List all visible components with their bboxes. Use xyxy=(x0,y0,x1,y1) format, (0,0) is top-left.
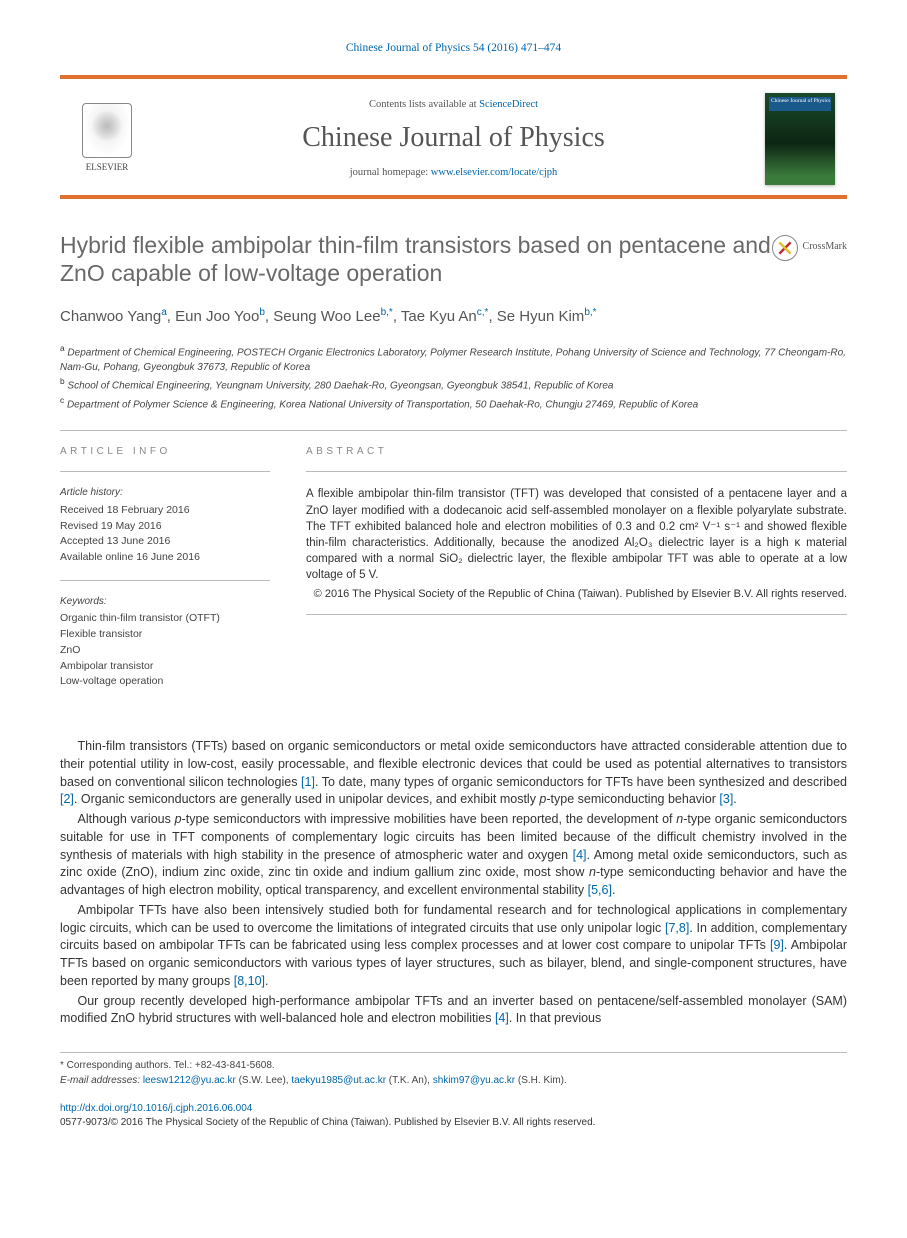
footnotes: * Corresponding authors. Tel.: +82-43-84… xyxy=(60,1052,847,1088)
masthead: ELSEVIER Contents lists available at Sci… xyxy=(60,75,847,199)
keyword-item: Flexible transistor xyxy=(60,627,270,643)
journal-cover-thumbnail: Chinese Journal of Physics xyxy=(765,93,835,185)
email-attribution: (S.H. Kim). xyxy=(515,1075,567,1086)
history-item: Available online 16 June 2016 xyxy=(60,550,270,566)
issn-copyright-line: 0577-9073/© 2016 The Physical Society of… xyxy=(60,1117,595,1128)
citation-link[interactable]: [4] xyxy=(495,1011,509,1025)
email-link[interactable]: shkim97@yu.ac.kr xyxy=(433,1075,515,1086)
citation-link[interactable]: [3] xyxy=(719,792,733,806)
keywords-block: Keywords: Organic thin-film transistor (… xyxy=(60,595,270,690)
article-title: Hybrid flexible ambipolar thin-film tran… xyxy=(60,231,847,289)
homepage-line: journal homepage: www.elsevier.com/locat… xyxy=(158,165,749,180)
abstract-divider xyxy=(306,471,847,472)
article-history-block: Article history: Received 18 February 20… xyxy=(60,486,270,566)
email-link[interactable]: taekyu1985@ut.ac.kr xyxy=(291,1075,386,1086)
citation-link[interactable]: [9] xyxy=(770,938,784,952)
homepage-link[interactable]: www.elsevier.com/locate/cjph xyxy=(431,167,557,178)
publisher-name: ELSEVIER xyxy=(86,161,129,174)
sciencedirect-link[interactable]: ScienceDirect xyxy=(479,99,538,110)
history-label: Article history: xyxy=(60,486,270,501)
citation-link[interactable]: [4] xyxy=(573,848,587,862)
journal-reference: Chinese Journal of Physics 54 (2016) 471… xyxy=(60,40,847,57)
body-paragraph: Ambipolar TFTs have also been intensivel… xyxy=(60,902,847,991)
affiliation-item: b School of Chemical Engineering, Yeungn… xyxy=(60,375,847,393)
keyword-item: Low-voltage operation xyxy=(60,674,270,690)
history-item: Received 18 February 2016 xyxy=(60,503,270,519)
email-attribution: (T.K. An), xyxy=(386,1075,433,1086)
email-line: E-mail addresses: leesw1212@yu.ac.kr (S.… xyxy=(60,1074,847,1089)
email-attribution: (S.W. Lee), xyxy=(236,1075,292,1086)
homepage-prefix: journal homepage: xyxy=(350,167,431,178)
body-paragraph: Thin-film transistors (TFTs) based on or… xyxy=(60,738,847,809)
journal-name: Chinese Journal of Physics xyxy=(158,118,749,159)
doi-block: http://dx.doi.org/10.1016/j.cjph.2016.06… xyxy=(60,1102,847,1130)
history-item: Accepted 13 June 2016 xyxy=(60,534,270,550)
cover-label: Chinese Journal of Physics xyxy=(771,98,830,104)
section-divider xyxy=(60,430,847,431)
citation-link[interactable]: [5,6] xyxy=(588,883,612,897)
info-divider xyxy=(60,580,270,581)
citation-link[interactable]: [8,10] xyxy=(234,974,265,988)
crossmark-label: CrossMark xyxy=(803,240,847,255)
abstract-column: ABSTRACT A flexible ambipolar thin-film … xyxy=(306,445,847,704)
body-paragraph: Our group recently developed high-perfor… xyxy=(60,993,847,1029)
doi-link[interactable]: http://dx.doi.org/10.1016/j.cjph.2016.06… xyxy=(60,1103,252,1114)
article-body: Thin-film transistors (TFTs) based on or… xyxy=(60,738,847,1028)
info-abstract-row: ARTICLE INFO Article history: Received 1… xyxy=(60,445,847,704)
citation-link[interactable]: [7,8] xyxy=(665,921,689,935)
publisher-logo: ELSEVIER xyxy=(72,99,142,179)
contents-prefix: Contents lists available at xyxy=(369,99,479,110)
abstract-text: A flexible ambipolar thin-film transisto… xyxy=(306,486,847,583)
elsevier-tree-icon xyxy=(82,103,132,158)
email-link[interactable]: leesw1212@yu.ac.kr xyxy=(143,1075,236,1086)
citation-link[interactable]: [2] xyxy=(60,792,74,806)
author-list: Chanwoo Yanga, Eun Joo Yoob, Seung Woo L… xyxy=(60,306,847,328)
citation-link[interactable]: [1] xyxy=(301,775,315,789)
abstract-heading: ABSTRACT xyxy=(306,445,847,460)
affiliation-item: c Department of Polymer Science & Engine… xyxy=(60,394,847,412)
crossmark-badge[interactable]: CrossMark xyxy=(772,235,847,261)
abstract-copyright: © 2016 The Physical Society of the Repub… xyxy=(306,587,847,602)
affiliation-list: a Department of Chemical Engineering, PO… xyxy=(60,342,847,412)
corresponding-author-note: * Corresponding authors. Tel.: +82-43-84… xyxy=(60,1059,847,1074)
history-item: Revised 19 May 2016 xyxy=(60,519,270,535)
article-info-column: ARTICLE INFO Article history: Received 1… xyxy=(60,445,270,704)
body-paragraph: Although various p-type semiconductors w… xyxy=(60,811,847,900)
keyword-item: Ambipolar transistor xyxy=(60,659,270,675)
article-info-heading: ARTICLE INFO xyxy=(60,445,270,460)
email-label: E-mail addresses: xyxy=(60,1075,143,1086)
abstract-end-divider xyxy=(306,614,847,615)
affiliation-item: a Department of Chemical Engineering, PO… xyxy=(60,342,847,375)
crossmark-icon xyxy=(772,235,798,261)
contents-line: Contents lists available at ScienceDirec… xyxy=(158,97,749,112)
keyword-item: ZnO xyxy=(60,643,270,659)
keywords-label: Keywords: xyxy=(60,595,270,610)
keyword-item: Organic thin-film transistor (OTFT) xyxy=(60,611,270,627)
masthead-center: Contents lists available at ScienceDirec… xyxy=(158,97,749,180)
info-divider xyxy=(60,471,270,472)
